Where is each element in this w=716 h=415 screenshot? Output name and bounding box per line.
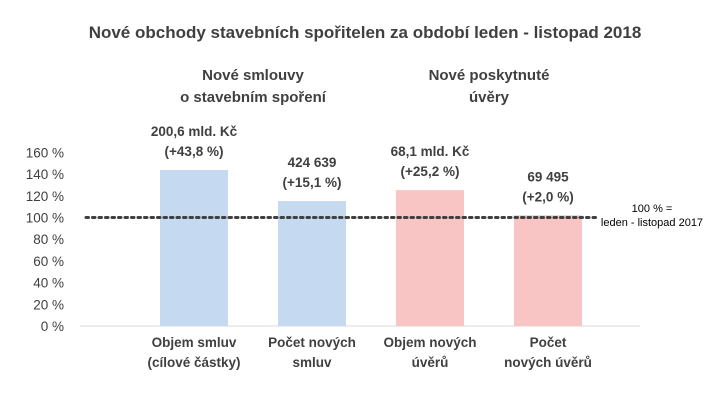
data-label: (+15,1 %) [283,175,342,190]
category-label: (cílové částky) [147,355,240,370]
data-label: 200,6 mld. Kč [151,124,238,139]
data-label: (+2,0 %) [522,189,573,204]
category-label: Počet [530,335,567,350]
y-tick-label: 0 % [41,319,64,334]
data-label: (+43,8 %) [165,144,224,159]
category-label: Objem nových [383,335,476,350]
y-tick-label: 80 % [33,232,64,247]
bar [514,215,582,326]
data-label: 424 639 [288,155,337,170]
y-tick-label: 20 % [33,297,64,312]
bar [160,169,228,326]
group-label: úvěry [469,89,510,106]
reference-line-label: 100 % = [632,203,673,215]
category-label: Počet nových [268,335,356,350]
reference-line-label: leden - listopad 2017 [601,217,703,229]
y-tick-label: 100 % [26,211,64,226]
bar [396,190,464,326]
chart-title: Nové obchody stavebních spořitelen za ob… [89,23,642,42]
group-label: Nové poskytnuté [429,67,550,84]
category-label: úvěrů [412,355,449,370]
category-label: Objem smluv [152,335,237,350]
y-tick-label: 160 % [26,145,64,160]
category-label: nových úvěrů [504,355,592,370]
data-label: 69 495 [527,169,569,184]
y-tick-label: 120 % [26,189,64,204]
category-label: smluv [292,355,332,370]
bar [278,201,346,326]
data-label: 68,1 mld. Kč [391,144,470,159]
y-tick-label: 140 % [26,167,64,182]
group-label: Nové smlouvy [202,67,304,84]
y-tick-label: 60 % [33,254,64,269]
data-label: (+25,2 %) [401,164,460,179]
group-label: o stavebním spoření [180,89,327,106]
y-tick-label: 40 % [33,276,64,291]
